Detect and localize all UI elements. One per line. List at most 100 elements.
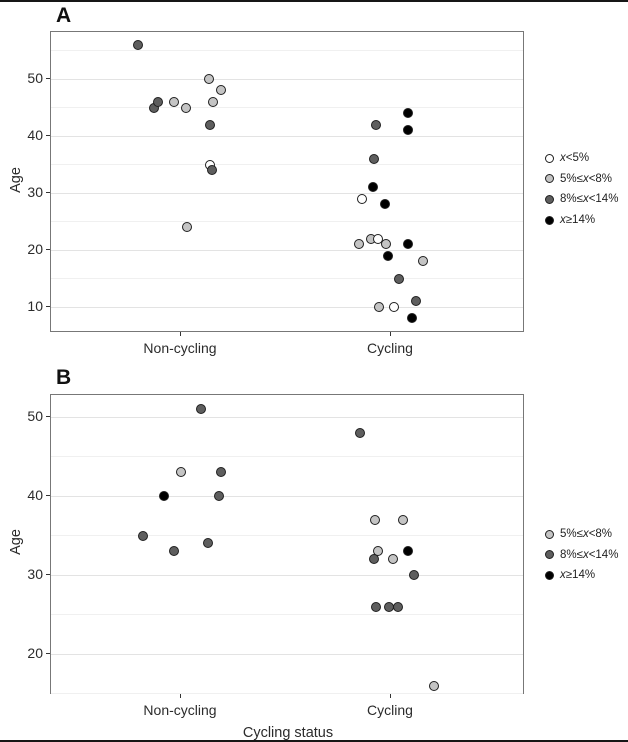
legend-item: x≥14% <box>545 569 595 581</box>
data-point <box>368 182 378 193</box>
y-tick-mark <box>46 416 50 418</box>
gridline-major <box>51 192 523 194</box>
data-point <box>370 514 380 525</box>
legend-label: x<5% <box>560 152 590 164</box>
y-tick-label: 20 <box>27 645 43 661</box>
data-point <box>204 74 214 84</box>
data-point <box>355 427 365 438</box>
gridline-major <box>51 78 523 80</box>
data-point <box>369 153 379 164</box>
x-tick-mark <box>180 332 182 336</box>
legend-item: 8%≤x<14% <box>545 193 618 205</box>
legend-swatch-icon <box>545 550 554 560</box>
data-point <box>181 102 191 113</box>
data-point <box>381 239 391 250</box>
legend-label: 8%≤x<14% <box>560 193 619 206</box>
gridline-minor <box>51 693 523 694</box>
y-tick-label: 30 <box>27 184 43 200</box>
y-tick-label: 30 <box>27 566 43 582</box>
data-point <box>407 313 417 324</box>
data-point <box>357 193 367 204</box>
gridline-major <box>51 249 523 251</box>
x-tick-mark <box>390 694 392 698</box>
data-point <box>383 250 393 261</box>
y-tick-label: 40 <box>27 127 43 143</box>
data-point <box>182 222 192 233</box>
legend-label: x≥14% <box>560 569 596 582</box>
legend-swatch-icon <box>545 153 554 163</box>
data-point <box>138 530 148 541</box>
gridline-minor <box>51 535 523 536</box>
data-point <box>203 538 213 549</box>
data-point <box>169 546 179 557</box>
legend-label: 8%≤x<14% <box>560 548 619 561</box>
gridline-minor <box>51 221 523 222</box>
gridline-major <box>51 135 523 137</box>
legend-swatch-icon <box>545 215 554 225</box>
x-tick-label: Cycling <box>367 340 413 356</box>
y-tick-mark <box>46 653 50 655</box>
y-tick-mark <box>46 306 50 308</box>
gridline-major <box>51 574 523 576</box>
x-tick-label: Non-cycling <box>143 702 217 718</box>
data-point <box>208 96 218 107</box>
legend-swatch-icon <box>545 194 554 204</box>
panel-label-a: A <box>56 4 72 27</box>
data-point <box>374 302 384 312</box>
gridline-minor <box>51 614 523 615</box>
y-tick-mark <box>46 249 50 251</box>
data-point <box>393 601 403 612</box>
gridline-minor <box>51 456 523 457</box>
legend-swatch-icon <box>545 570 554 580</box>
y-tick-mark <box>46 135 50 137</box>
y-tick-mark <box>46 78 50 80</box>
data-point <box>411 296 421 307</box>
data-point <box>176 467 186 478</box>
data-point <box>403 546 413 557</box>
data-point <box>207 165 217 176</box>
legend-label: 5%≤x<8% <box>560 172 613 185</box>
gridline-major <box>51 653 523 655</box>
legend-item: 5%≤x<8% <box>545 173 612 185</box>
data-point <box>214 491 224 501</box>
y-tick-mark <box>46 192 50 194</box>
y-tick-label: 20 <box>27 241 43 257</box>
data-point <box>389 302 399 312</box>
panel-a-plot-area <box>50 31 524 332</box>
legend-item: 8%≤x<14% <box>545 549 618 561</box>
y-tick-label: 40 <box>27 487 43 503</box>
gridline-minor <box>51 278 523 279</box>
data-point <box>205 119 215 130</box>
data-point <box>373 233 383 244</box>
data-point <box>159 491 169 501</box>
x-tick-mark <box>180 694 182 698</box>
gridline-minor <box>51 50 523 51</box>
gridline-major <box>51 495 523 497</box>
x-tick-mark <box>390 332 392 336</box>
data-point <box>403 239 413 250</box>
y-tick-mark <box>46 495 50 497</box>
data-point <box>371 119 381 130</box>
legend-label: x≥14% <box>560 214 596 227</box>
gridline-major <box>51 416 523 418</box>
data-point <box>153 96 163 107</box>
data-point <box>133 39 143 50</box>
panel-b-plot-area <box>50 394 524 694</box>
data-point <box>196 404 206 415</box>
data-point <box>388 554 398 565</box>
data-point <box>429 680 439 691</box>
legend-swatch-icon <box>545 529 554 539</box>
data-point <box>216 467 226 478</box>
legend-item: 5%≤x<8% <box>545 528 612 540</box>
legend-item: x≥14% <box>545 214 595 226</box>
x-tick-label: Non-cycling <box>143 340 217 356</box>
data-point <box>371 601 381 612</box>
data-point <box>418 256 428 267</box>
data-point <box>380 199 390 210</box>
data-point <box>398 514 408 525</box>
legend-label: 5%≤x<8% <box>560 528 613 540</box>
data-point <box>403 108 413 119</box>
y-tick-label: 50 <box>27 408 43 424</box>
data-point <box>409 570 419 580</box>
data-point <box>369 554 379 565</box>
